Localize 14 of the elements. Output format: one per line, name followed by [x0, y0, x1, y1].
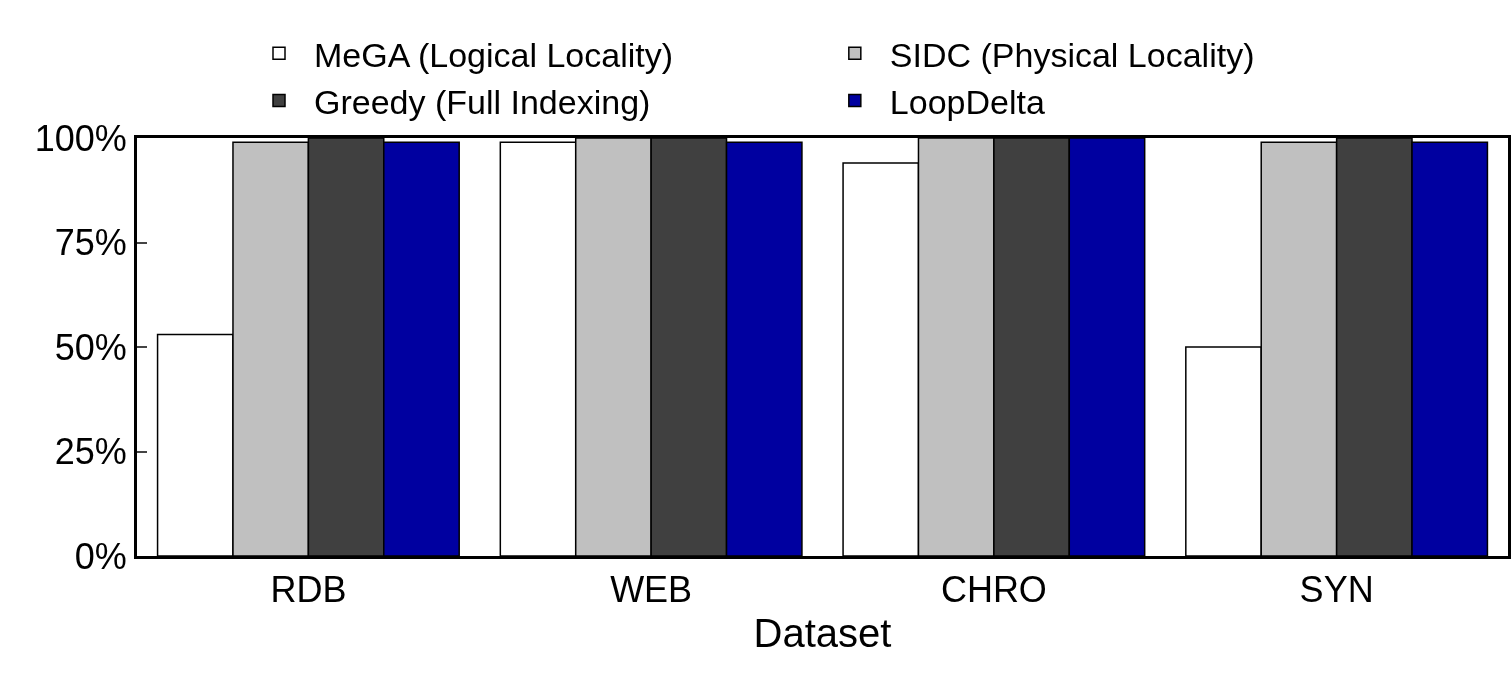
legend-label: MeGA (Logical Locality) — [314, 35, 674, 74]
x-tick-label: SYN — [1299, 569, 1374, 611]
legend-label: SIDC (Physical Locality) — [889, 35, 1255, 74]
x-axis-title: Dataset — [753, 610, 892, 655]
y-tick-label: 50% — [54, 326, 127, 368]
y-tick-label: 0% — [74, 535, 127, 577]
legend-label: LoopDelta — [889, 82, 1045, 121]
y-tick-label: 100% — [34, 117, 127, 159]
x-tick-label: CHRO — [940, 569, 1047, 611]
y-tick-label: 25% — [54, 431, 127, 473]
x-tick-label: WEB — [610, 569, 693, 611]
y-tick-label: 75% — [54, 222, 127, 264]
legend-label: Greedy (Full Indexing) — [314, 82, 651, 121]
x-tick-label: RDB — [270, 569, 347, 611]
